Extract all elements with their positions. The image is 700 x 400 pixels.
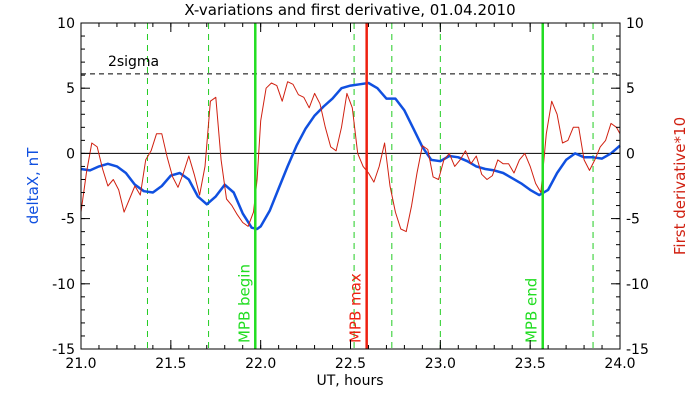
mpb-marker-label: MPB max <box>347 273 365 343</box>
x-tick-label: 22.5 <box>335 356 366 372</box>
y-tick-label-right: 0 <box>626 146 635 162</box>
y-tick-label-right: 10 <box>626 16 644 32</box>
deltax-series-line <box>80 81 621 231</box>
y-tick-label-left: 0 <box>66 146 75 162</box>
y-tick-label-right: -10 <box>626 277 649 293</box>
chart-title: X-variations and first derivative, 01.04… <box>184 1 515 19</box>
x-tick-label: 21.0 <box>65 356 96 372</box>
y-tick-label-right: -5 <box>626 212 640 228</box>
x-tick-label: 21.5 <box>155 356 186 372</box>
x-axis-title: UT, hours <box>316 373 383 389</box>
derivative-series-line <box>80 81 621 233</box>
y-tick-label-right: 5 <box>626 81 635 97</box>
threshold-label: 2sigma <box>108 54 159 70</box>
x-tick-label: 23.0 <box>425 356 456 372</box>
y-tick-label-left: 10 <box>57 16 75 32</box>
y-tick-label-left: -15 <box>52 342 75 358</box>
plot-area <box>80 23 621 349</box>
y-axis-title-left: deltaX, nT <box>24 147 42 224</box>
y-tick-label-left: -10 <box>52 277 75 293</box>
x-tick-label: 22.0 <box>245 356 276 372</box>
y-tick-label-right: -15 <box>626 342 649 358</box>
mpb-marker-label: MPB begin <box>235 264 253 343</box>
x-tick-label: 23.5 <box>515 356 546 372</box>
y-tick-label-left: -5 <box>61 212 75 228</box>
mpb-marker-label: MPB end <box>523 278 541 343</box>
y-axis-title-right: First derivative*10 <box>671 117 689 255</box>
x-tick-label: 24.0 <box>604 356 635 372</box>
y-tick-label-left: 5 <box>66 81 75 97</box>
